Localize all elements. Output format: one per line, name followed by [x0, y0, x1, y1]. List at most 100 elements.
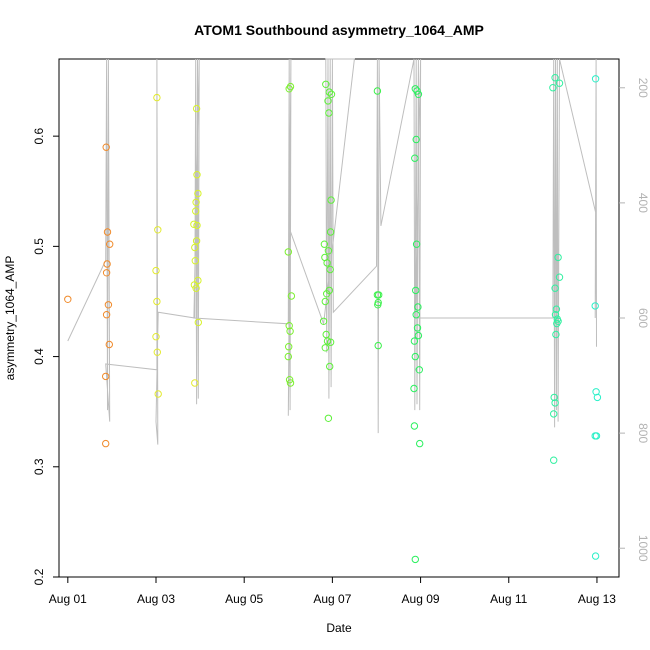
data-point: [374, 301, 382, 309]
x-tick-label: Aug 13: [578, 592, 616, 606]
x-tick-label: Aug 05: [225, 592, 263, 606]
data-point: [321, 344, 329, 352]
data-point: [323, 290, 331, 298]
data-point: [193, 221, 201, 230]
x-tick-label: Aug 07: [313, 592, 351, 606]
y-tick-label: 0.4: [32, 348, 46, 365]
data-point: [555, 273, 564, 281]
data-point: [191, 379, 199, 387]
data-point: [102, 372, 110, 381]
data-point: [321, 297, 329, 306]
y-tick-label: 0.3: [32, 458, 46, 475]
data-point: [323, 337, 332, 345]
data-point: [286, 82, 295, 91]
data-point: [324, 414, 333, 422]
data-point: [326, 265, 334, 274]
data-point: [152, 333, 160, 341]
data-point: [154, 390, 162, 398]
x-axis: Aug 01 Aug 03 Aug 05 Aug 07 Aug 09 Aug 11 Aug …: [49, 577, 616, 606]
data-point: [414, 90, 423, 99]
line-series: [67, 58, 597, 445]
x-tick-label: Aug 09: [402, 592, 440, 606]
y-right-tick-label: 600: [636, 308, 650, 328]
y-axis: 0.2 0.3 0.4 0.5 0.6: [32, 127, 59, 585]
data-point: [106, 240, 114, 248]
x-tick-label: Aug 01: [49, 592, 87, 606]
data-point: [412, 240, 421, 248]
data-point: [373, 87, 382, 95]
data-point: [153, 297, 161, 306]
data-point: [154, 226, 162, 234]
data-point: [192, 198, 200, 207]
data-point: [410, 337, 419, 345]
data-point: [102, 269, 111, 277]
data-point: [549, 84, 557, 92]
data-point: [552, 305, 561, 313]
y-axis-right: 200 400 600 800 1000: [619, 78, 650, 562]
data-point: [191, 243, 199, 252]
data-point: [192, 207, 200, 215]
data-point: [153, 348, 162, 356]
data-point: [152, 266, 160, 275]
y-right-tick-label: 200: [636, 78, 650, 98]
chart-title: ATOM1 Southbound asymmetry_1064_AMP: [194, 22, 484, 38]
data-point: [412, 311, 420, 319]
data-point: [551, 284, 559, 292]
data-point: [190, 220, 198, 229]
data-point: [325, 109, 333, 117]
x-tick-label: Aug 03: [137, 592, 175, 606]
data-point: [192, 237, 201, 245]
data-point: [284, 352, 292, 361]
data-point: [592, 388, 600, 396]
data-point: [415, 366, 423, 374]
data-point: [410, 384, 418, 393]
data-point: [553, 319, 561, 328]
data-point: [373, 291, 382, 299]
data-point: [591, 302, 599, 310]
data-point: [374, 341, 382, 350]
data-point: [153, 93, 161, 102]
data-point: [105, 340, 114, 349]
data-point: [285, 376, 294, 384]
data-point: [591, 75, 600, 83]
data-point: [327, 196, 335, 204]
y-tick-label: 0.2: [32, 568, 46, 585]
data-point: [554, 253, 562, 262]
data-point: [411, 352, 419, 361]
y-right-tick-label: 400: [636, 193, 650, 213]
data-point: [414, 331, 423, 340]
data-point: [322, 80, 330, 89]
y-right-tick-label: 1000: [636, 535, 650, 562]
data-point: [193, 171, 201, 179]
data-point: [286, 379, 295, 387]
data-point: [591, 552, 600, 560]
data-point: [191, 257, 200, 265]
data-point: [102, 439, 110, 448]
data-point: [550, 456, 558, 464]
data-point: [103, 260, 111, 268]
y-tick-label: 0.6: [32, 127, 46, 144]
data-point: [550, 393, 558, 402]
data-point: [551, 399, 559, 407]
data-point: [287, 292, 296, 300]
data-point: [593, 393, 602, 402]
x-axis-label: Date: [326, 621, 352, 635]
data-point: [327, 90, 336, 99]
data-point: [192, 104, 201, 113]
data-point: [326, 338, 335, 346]
data-point: [324, 247, 333, 255]
data-point: [551, 311, 560, 319]
data-point: [592, 432, 601, 440]
data-point: [194, 276, 202, 285]
data-point: [64, 295, 72, 303]
data-point: [326, 228, 335, 236]
data-point: [412, 286, 420, 295]
data-point: [551, 74, 559, 82]
data-point: [414, 303, 422, 311]
data-point: [410, 422, 419, 430]
x-tick-label: Aug 11: [490, 592, 527, 606]
data-point: [325, 88, 333, 96]
data-point: [324, 97, 332, 105]
right-axis-line: [67, 58, 597, 445]
data-point: [102, 311, 111, 319]
